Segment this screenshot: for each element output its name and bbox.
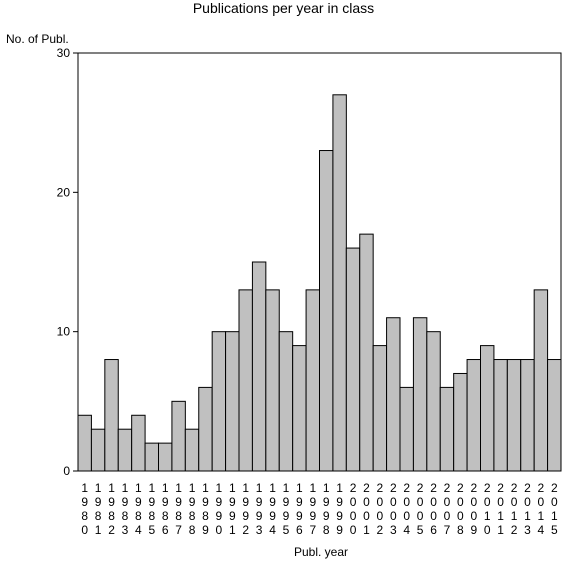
bar-2007 — [439, 386, 455, 472]
bar-1983 — [117, 428, 133, 472]
bar-2010 — [480, 345, 495, 472]
x-axis-label: Publ. year — [293, 545, 349, 559]
bar-1980 — [77, 414, 92, 472]
bar-2001 — [359, 233, 374, 472]
bar-2000 — [345, 247, 361, 472]
bar-2012 — [506, 359, 522, 472]
bar-2013 — [520, 359, 535, 472]
bar-1995 — [278, 331, 294, 472]
bar-1999 — [332, 94, 347, 472]
bar-2005 — [412, 317, 428, 472]
y-tick-label: 30 — [57, 46, 71, 60]
bar-2009 — [466, 359, 481, 472]
bar-1992 — [238, 289, 253, 472]
plot-frame — [77, 52, 562, 472]
bar-2003 — [386, 317, 401, 472]
bar-1990 — [211, 331, 227, 472]
bar-1993 — [251, 261, 267, 472]
y-axis-label: No. of Publ. — [6, 32, 69, 46]
bar-1986 — [158, 442, 173, 472]
chart-title: Publications per year in class — [192, 0, 375, 16]
bar-2015 — [547, 359, 562, 472]
bar-1984 — [131, 414, 146, 472]
bar-1987 — [171, 400, 186, 472]
bar-1981 — [90, 428, 106, 472]
y-tick-label: 20 — [57, 185, 71, 199]
bar-2008 — [453, 372, 468, 472]
bar-2011 — [493, 359, 508, 472]
bar-1982 — [104, 359, 119, 472]
y-tick-label: 0 — [63, 464, 70, 478]
bar-2004 — [399, 386, 414, 472]
bar-2002 — [372, 345, 388, 472]
bar-1994 — [265, 289, 280, 472]
bar-1989 — [198, 386, 213, 472]
y-tick-label: 10 — [57, 325, 71, 339]
bar-1991 — [225, 331, 240, 472]
bar-1996 — [292, 345, 307, 472]
bar-2014 — [533, 289, 549, 472]
bar-2006 — [426, 331, 441, 472]
bar-1985 — [144, 442, 160, 472]
bar-1998 — [319, 150, 334, 472]
bar-1997 — [305, 289, 320, 472]
bar-1988 — [184, 428, 200, 472]
